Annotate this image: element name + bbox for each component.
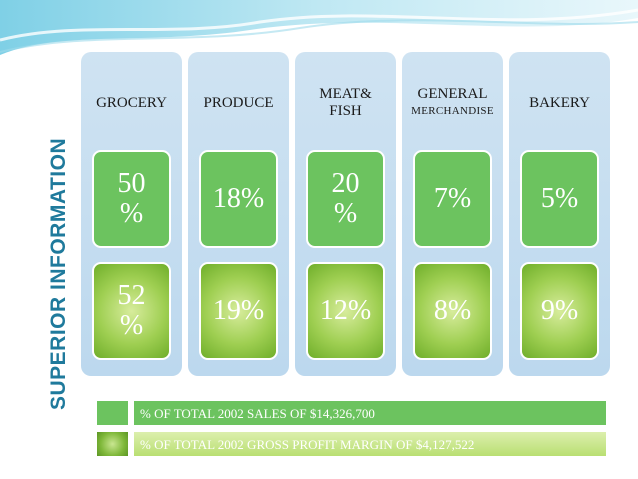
sales-share-box: 20 % xyxy=(306,150,385,248)
category-title: GROCERY xyxy=(81,78,182,128)
legend-margin-swatch xyxy=(95,430,130,458)
category-title-line: BAKERY xyxy=(529,94,590,111)
legend-margin: % OF TOTAL 2002 GROSS PROFIT MARGIN OF $… xyxy=(95,430,607,458)
category-title: PRODUCE xyxy=(188,78,289,128)
margin-share-box: 12% xyxy=(306,262,385,360)
margin-share-box: 52 % xyxy=(92,262,171,360)
legend-sales: % OF TOTAL 2002 SALES OF $14,326,700 xyxy=(95,399,607,427)
category-title: MEAT& FISH xyxy=(295,78,396,128)
margin-share-box: 19% xyxy=(199,262,278,360)
category-column: BAKERY 5% 9% xyxy=(509,52,610,376)
legend-margin-label: % OF TOTAL 2002 GROSS PROFIT MARGIN OF $… xyxy=(133,431,607,457)
category-title-line: GROCERY xyxy=(96,94,167,111)
decorative-wave-header xyxy=(0,0,638,55)
sales-share-box: 50 % xyxy=(92,150,171,248)
category-column: GENERAL MERCHANDISE 7% 8% xyxy=(402,52,503,376)
margin-share-box: 9% xyxy=(520,262,599,360)
side-title: SUPERIOR INFORMATION xyxy=(47,137,70,410)
category-title: BAKERY xyxy=(509,78,610,128)
sales-share-box: 7% xyxy=(413,150,492,248)
category-title-line: PRODUCE xyxy=(203,94,274,111)
legend-sales-swatch xyxy=(95,399,130,427)
category-subtitle: MERCHANDISE xyxy=(411,105,494,117)
category-column: PRODUCE 18% 19% xyxy=(188,52,289,376)
category-title-line: GENERAL xyxy=(417,86,488,102)
category-title-line: FISH xyxy=(329,103,362,119)
sales-share-box: 18% xyxy=(199,150,278,248)
category-title: GENERAL MERCHANDISE xyxy=(402,78,503,128)
category-column: MEAT& FISH 20 % 12% xyxy=(295,52,396,376)
margin-share-box: 8% xyxy=(413,262,492,360)
category-title-line: MEAT& xyxy=(319,86,372,102)
sales-share-box: 5% xyxy=(520,150,599,248)
category-column: GROCERY 50 % 52 % xyxy=(81,52,182,376)
legend-sales-label: % OF TOTAL 2002 SALES OF $14,326,700 xyxy=(133,400,607,426)
